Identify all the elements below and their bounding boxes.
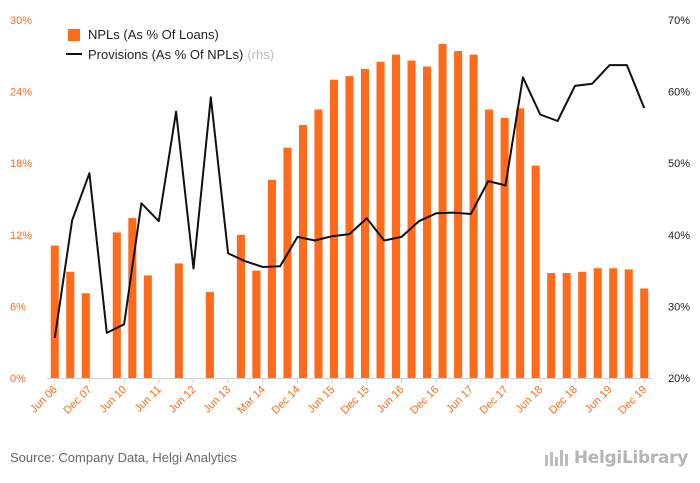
x-tick-label: Dec 07	[61, 384, 94, 417]
npl-bar	[128, 218, 137, 378]
npl-bar	[360, 68, 370, 379]
x-tick-label: Dec 14	[269, 384, 302, 417]
legend-provisions-label: Provisions (As % Of NPLs) (rhs)	[88, 47, 274, 62]
npl-bar	[174, 263, 183, 378]
brand-name: HelgiLibrary	[573, 448, 688, 468]
library-icon	[544, 450, 568, 466]
npl-bar	[143, 275, 152, 378]
npl-bar	[469, 54, 478, 379]
brand-logo: HelgiLibrary	[544, 448, 688, 468]
npl-bar	[81, 293, 90, 378]
x-axis: Jun 06 Dec 07 Jun 10 Jun 11 Jun 12 Jun 13 Mar …	[28, 378, 652, 417]
npl-bar	[423, 66, 432, 378]
right-tick-label: 20%	[668, 373, 690, 385]
npl-bar	[392, 54, 401, 379]
right-tick-label: 60%	[668, 87, 690, 99]
left-tick-label: 12%	[10, 230, 32, 242]
npl-bar	[531, 165, 540, 378]
x-tick-label: Jun 06	[28, 384, 60, 416]
npl-bar	[500, 117, 509, 378]
x-tick-label: Jun 11	[133, 384, 164, 415]
legend-npl-swatch	[68, 29, 80, 41]
x-tick-label: Jun 18	[513, 384, 545, 416]
x-tick-label: Jun 13	[201, 384, 233, 416]
legend-rhs-note: (rhs)	[247, 47, 274, 62]
npl-bar	[624, 269, 633, 378]
x-tick-label: Dec 19	[616, 384, 649, 417]
left-tick-label: 24%	[10, 87, 32, 99]
right-tick-label: 40%	[668, 230, 690, 242]
provisions-line	[53, 64, 646, 339]
npl-bar	[547, 272, 556, 378]
chart: 0% 6% 12% 18% 24% 30% 20% 30% 40% 50% 60% 70% Jun …	[10, 15, 690, 417]
npl-bar	[267, 179, 276, 378]
npl-bar	[50, 245, 59, 378]
npl-bar	[252, 270, 261, 378]
x-tick-label: Jun 17	[444, 384, 476, 416]
left-axis: 0% 6% 12% 18% 24% 30%	[10, 15, 32, 385]
x-tick-label: Jun 15	[305, 384, 337, 416]
x-tick-label: Dec 18	[547, 384, 580, 417]
left-tick-label: 30%	[10, 15, 32, 27]
npl-bar	[454, 51, 463, 378]
x-tick-label: Jun 10	[97, 384, 129, 416]
npl-bar	[345, 76, 354, 378]
provisions-line-group	[53, 64, 646, 339]
source-note: Source: Company Data, Helgi Analytics	[10, 450, 237, 465]
right-tick-label: 70%	[668, 15, 690, 27]
npl-bar	[438, 43, 447, 379]
x-tick-label: Dec 15	[339, 384, 372, 417]
npl-bar	[609, 268, 618, 378]
npl-bar	[329, 79, 339, 379]
npl-bar	[485, 109, 494, 378]
npl-bar	[314, 109, 323, 378]
left-tick-label: 6%	[10, 301, 26, 313]
right-tick-label: 30%	[668, 301, 690, 313]
npl-bar	[205, 292, 214, 378]
npl-bars	[50, 43, 649, 379]
x-tick-label: Dec 17	[478, 384, 511, 417]
x-tick-label: Dec 16	[408, 384, 441, 417]
npl-bar	[593, 268, 602, 378]
legend-npl-label: NPLs (As % Of Loans)	[88, 27, 219, 42]
left-tick-label: 18%	[10, 158, 32, 170]
npl-bar	[283, 147, 292, 378]
left-tick-label: 0%	[10, 373, 26, 385]
npl-bar	[640, 288, 649, 378]
legend: NPLs (As % Of Loans) Provisions (As % Of…	[66, 27, 274, 62]
npl-bar	[112, 232, 121, 378]
x-tick-label: Mar 14	[235, 384, 268, 417]
right-axis: 20% 30% 40% 50% 60% 70%	[668, 15, 690, 385]
npl-bar	[298, 125, 307, 378]
npl-bar	[578, 271, 587, 378]
npl-bar	[376, 61, 385, 379]
legend-provisions-text: Provisions (As % Of NPLs)	[88, 47, 243, 62]
npl-bar	[516, 108, 525, 378]
x-tick-label: Jun 12	[167, 384, 199, 416]
npl-bar	[66, 271, 75, 378]
npl-bar	[407, 60, 416, 378]
right-tick-label: 50%	[668, 158, 690, 170]
x-tick-label: Jun 16	[375, 384, 407, 416]
npl-bar	[562, 272, 571, 378]
npl-bar	[236, 234, 245, 378]
x-tick-label: Jun 19	[583, 384, 615, 416]
